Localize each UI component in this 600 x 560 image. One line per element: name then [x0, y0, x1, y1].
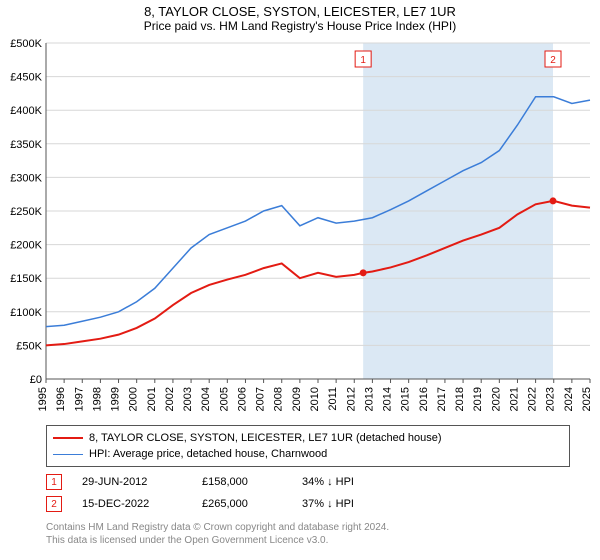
- legend-swatch-price-paid: [53, 437, 83, 439]
- svg-text:2011: 2011: [327, 387, 339, 411]
- svg-text:2003: 2003: [182, 387, 194, 411]
- svg-text:2018: 2018: [454, 387, 466, 411]
- marker-row-1: 1 29-JUN-2012 £158,000 34% ↓ HPI: [46, 471, 570, 493]
- svg-text:1996: 1996: [55, 387, 67, 411]
- svg-text:2020: 2020: [490, 387, 502, 411]
- svg-text:2017: 2017: [436, 387, 448, 411]
- marker-price-2: £265,000: [202, 498, 302, 510]
- svg-text:2008: 2008: [273, 387, 285, 411]
- svg-text:£300K: £300K: [10, 172, 42, 184]
- svg-text:2015: 2015: [400, 387, 412, 411]
- svg-text:2010: 2010: [309, 387, 321, 411]
- attribution: Contains HM Land Registry data © Crown c…: [46, 521, 570, 547]
- svg-text:£250K: £250K: [10, 206, 42, 218]
- marker-price-1: £158,000: [202, 476, 302, 488]
- svg-text:£0: £0: [30, 374, 42, 386]
- attribution-line1: Contains HM Land Registry data © Crown c…: [46, 521, 570, 534]
- marker-date-2: 15-DEC-2022: [82, 498, 202, 510]
- marker-table: 1 29-JUN-2012 £158,000 34% ↓ HPI 2 15-DE…: [46, 471, 570, 515]
- svg-text:2016: 2016: [418, 387, 430, 411]
- svg-text:£400K: £400K: [10, 105, 42, 117]
- svg-text:£450K: £450K: [10, 72, 42, 84]
- svg-text:1998: 1998: [91, 387, 103, 411]
- svg-text:2025: 2025: [581, 387, 593, 411]
- svg-text:2022: 2022: [527, 387, 539, 411]
- svg-text:2000: 2000: [128, 387, 140, 411]
- svg-text:2001: 2001: [146, 387, 158, 411]
- svg-text:2002: 2002: [164, 387, 176, 411]
- svg-text:1999: 1999: [110, 387, 122, 411]
- legend-label-price-paid: 8, TAYLOR CLOSE, SYSTON, LEICESTER, LE7 …: [89, 432, 442, 444]
- svg-text:2021: 2021: [508, 387, 520, 411]
- marker-row-2: 2 15-DEC-2022 £265,000 37% ↓ HPI: [46, 493, 570, 515]
- legend: 8, TAYLOR CLOSE, SYSTON, LEICESTER, LE7 …: [46, 425, 570, 467]
- marker-delta-1: 34% ↓ HPI: [302, 476, 402, 488]
- legend-row-price-paid: 8, TAYLOR CLOSE, SYSTON, LEICESTER, LE7 …: [53, 430, 563, 446]
- svg-text:1997: 1997: [73, 387, 85, 411]
- attribution-line2: This data is licensed under the Open Gov…: [46, 534, 570, 547]
- svg-text:1995: 1995: [37, 387, 49, 411]
- legend-swatch-hpi: [53, 454, 83, 455]
- marker-delta-2: 37% ↓ HPI: [302, 498, 402, 510]
- legend-row-hpi: HPI: Average price, detached house, Char…: [53, 446, 563, 462]
- svg-text:2023: 2023: [545, 387, 557, 411]
- svg-text:£50K: £50K: [16, 340, 42, 352]
- svg-text:£200K: £200K: [10, 240, 42, 252]
- marker-date-1: 29-JUN-2012: [82, 476, 202, 488]
- svg-text:2013: 2013: [363, 387, 375, 411]
- svg-text:2012: 2012: [345, 387, 357, 411]
- legend-label-hpi: HPI: Average price, detached house, Char…: [89, 448, 327, 460]
- svg-text:2005: 2005: [218, 387, 230, 411]
- marker-badge-2: 2: [46, 496, 62, 512]
- svg-text:2024: 2024: [563, 387, 575, 411]
- chart-subtitle: Price paid vs. HM Land Registry's House …: [0, 19, 600, 39]
- svg-text:£150K: £150K: [10, 273, 42, 285]
- svg-text:£350K: £350K: [10, 139, 42, 151]
- chart-title: 8, TAYLOR CLOSE, SYSTON, LEICESTER, LE7 …: [0, 0, 600, 19]
- svg-text:£100K: £100K: [10, 307, 42, 319]
- svg-text:2009: 2009: [291, 387, 303, 411]
- marker-badge-1: 1: [46, 474, 62, 490]
- svg-text:2014: 2014: [382, 387, 394, 411]
- svg-text:1: 1: [360, 55, 366, 66]
- chart-svg: £0 £50K £100K £150K £200K £250K £300K £350K £400…: [0, 39, 600, 419]
- svg-text:2007: 2007: [255, 387, 267, 411]
- svg-text:2006: 2006: [236, 387, 248, 411]
- svg-text:2019: 2019: [472, 387, 484, 411]
- svg-text:2: 2: [550, 55, 556, 66]
- chart-area: £0 £50K £100K £150K £200K £250K £300K £350K £400…: [0, 39, 600, 419]
- svg-text:2004: 2004: [200, 387, 212, 411]
- svg-text:£500K: £500K: [10, 39, 42, 50]
